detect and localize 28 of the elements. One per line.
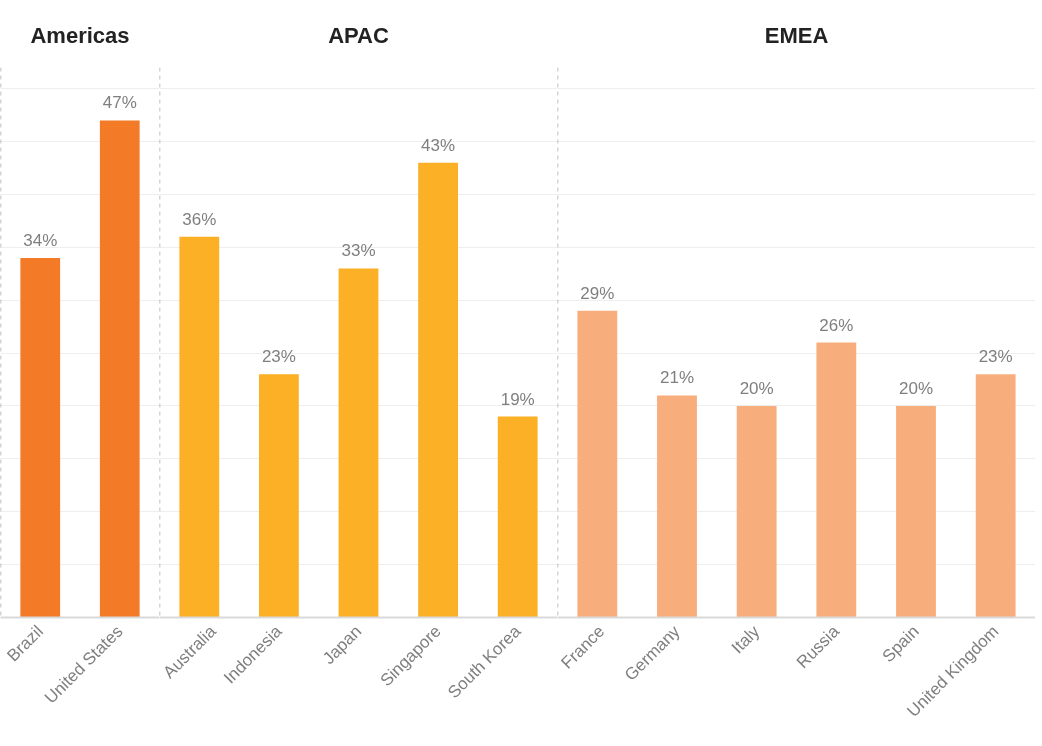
data-label: 36%	[182, 209, 217, 229]
chart-title: Americas	[30, 22, 130, 48]
bar	[736, 405, 777, 618]
bar	[338, 268, 379, 618]
x-tick-label: Italy	[727, 621, 764, 658]
bar	[975, 374, 1016, 618]
data-label: 43%	[421, 135, 456, 155]
data-label: 26%	[819, 315, 854, 335]
bar	[577, 310, 618, 618]
data-label: 19%	[500, 389, 535, 409]
data-label: 21%	[659, 368, 695, 388]
data-label: 34%	[23, 230, 58, 250]
bar	[497, 416, 538, 618]
data-label: 29%	[580, 283, 615, 303]
data-label: 23%	[978, 347, 1013, 367]
bar	[259, 374, 299, 618]
data-label: 20%	[898, 378, 934, 398]
bar	[179, 236, 220, 618]
data-label: 23%	[261, 347, 296, 367]
chart-title: APAC	[328, 22, 389, 48]
data-label: 20%	[739, 378, 774, 398]
data-label: 33%	[341, 241, 376, 261]
bar	[816, 342, 857, 618]
data-label: 47%	[102, 93, 137, 113]
bar	[657, 395, 697, 618]
bar	[896, 405, 936, 618]
bar	[418, 162, 458, 618]
chart-title: EMEA	[764, 22, 829, 48]
